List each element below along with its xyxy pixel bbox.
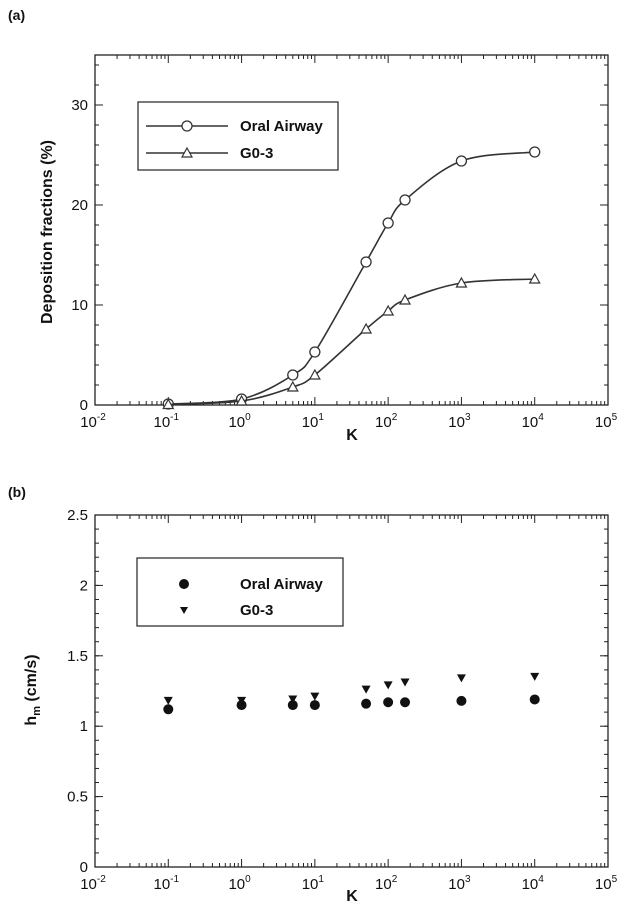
data-point-oral-airway <box>287 700 298 711</box>
panel-b-y-axis-title: hm (cm/s) <box>23 654 43 725</box>
panel-b-y-axis-subscript: m <box>31 706 43 716</box>
data-point-oral-airway <box>455 155 468 167</box>
panel-b-label: (b) <box>8 484 26 500</box>
panel-b-x-axis: 10-2 10-1 100 101 102 103 104 105 <box>80 515 618 893</box>
data-point-oral-airway <box>529 146 541 158</box>
legend-label-g0-3-b: G0-3 <box>240 602 273 619</box>
legend-marker-oral-airway-b <box>179 579 189 589</box>
x-tick-label: 103 <box>448 412 471 431</box>
y-tick-label: 2.5 <box>67 507 88 524</box>
panel-b-mass-transfer-chart: (b) 0 0.5 1 1.5 2 2.5 10-2 10-1 100 101 102 103 104… <box>8 484 618 904</box>
data-point-g0-3 <box>530 672 540 681</box>
y-tick-label: 0.5 <box>67 789 88 806</box>
panel-a-legend-box <box>137 101 339 171</box>
data-point-g0-3 <box>286 380 299 392</box>
panel-a-y-axis-title: Deposition fractions (%) <box>39 140 56 324</box>
data-point-g0-3 <box>310 692 320 701</box>
data-point-oral-airway <box>287 369 299 381</box>
data-point-g0-3 <box>400 678 410 687</box>
x-tick-label: 100 <box>228 874 251 893</box>
x-tick-label: 104 <box>522 874 545 893</box>
legend-marker-g0-3 <box>180 146 194 158</box>
series-line-oral-airway <box>168 151 535 405</box>
panel-b-y-axis: 0 0.5 1 1.5 2 2.5 <box>67 507 608 876</box>
data-point-g0-3 <box>237 696 247 705</box>
panel-a-x-axis-title: K <box>346 427 358 444</box>
data-point-oral-airway <box>529 694 540 705</box>
data-point-oral-airway <box>456 695 467 706</box>
data-point-g0-3 <box>162 398 175 410</box>
panel-b-legend: Oral Airway G0-3 <box>136 557 344 627</box>
x-tick-label: 101 <box>302 874 325 893</box>
panel-a-deposition-chart: (a) 0 10 20 30 10-2 10-1 100 101 102 103 104 105 K… <box>8 7 618 444</box>
legend-marker-g0-3-b <box>180 607 188 614</box>
data-point-g0-3 <box>399 293 412 305</box>
legend-label-g0-3: G0-3 <box>240 145 273 162</box>
data-point-oral-airway <box>399 194 411 206</box>
panel-a-y-axis: 0 10 20 30 <box>71 64 608 414</box>
panel-a-series <box>162 146 541 410</box>
x-tick-label: 104 <box>522 412 545 431</box>
data-point-oral-airway <box>361 698 372 709</box>
data-point-g0-3 <box>235 394 248 406</box>
series-line-g0-3 <box>168 278 535 406</box>
panel-b-y-axis-unit: (cm/s) <box>23 654 40 706</box>
panel-b-x-axis-title: K <box>346 888 358 904</box>
data-point-oral-airway <box>163 704 174 715</box>
data-point-g0-3 <box>382 304 395 316</box>
y-tick-label: 2 <box>80 577 88 594</box>
data-point-g0-3 <box>528 272 541 284</box>
x-tick-label: 102 <box>375 412 398 431</box>
data-point-oral-airway <box>360 256 372 268</box>
data-point-g0-3 <box>361 685 371 694</box>
data-point-g0-3 <box>288 695 298 704</box>
panel-a-plot-frame <box>94 54 609 406</box>
data-point-g0-3 <box>308 368 321 380</box>
panel-b-y-axis-symbol: h <box>23 716 40 726</box>
y-tick-label: 0 <box>80 859 88 876</box>
panel-b-plot-frame <box>94 514 609 868</box>
x-tick-label: 102 <box>375 874 398 893</box>
data-point-oral-airway <box>382 217 394 229</box>
x-tick-label: 105 <box>595 874 618 893</box>
x-tick-label: 10-2 <box>80 412 106 431</box>
data-point-oral-airway <box>400 697 411 708</box>
data-point-oral-airway <box>309 700 320 711</box>
y-tick-label: 1 <box>80 718 88 735</box>
y-tick-label: 20 <box>71 197 88 214</box>
data-point-oral-airway <box>236 700 247 711</box>
panel-b-legend-box <box>136 557 344 627</box>
data-point-g0-3 <box>360 322 373 334</box>
panel-a-legend: Oral Airway G0-3 <box>137 101 339 171</box>
legend-marker-oral-airway <box>181 120 193 132</box>
panel-a-label: (a) <box>8 7 25 23</box>
x-tick-label: 101 <box>302 412 325 431</box>
x-tick-label: 100 <box>228 412 251 431</box>
legend-label-oral-airway: Oral Airway <box>240 118 323 135</box>
data-point-oral-airway <box>383 697 394 708</box>
legend-label-oral-airway-b: Oral Airway <box>240 576 323 593</box>
y-tick-label: 1.5 <box>67 648 88 665</box>
data-point-g0-3 <box>383 681 393 690</box>
data-point-g0-3 <box>455 276 468 288</box>
data-point-oral-airway <box>309 346 321 358</box>
x-tick-label: 103 <box>448 874 471 893</box>
panel-a-x-axis: 10-2 10-1 100 101 102 103 104 105 <box>80 55 618 431</box>
x-tick-label: 105 <box>595 412 618 431</box>
y-tick-label: 30 <box>71 97 88 114</box>
y-tick-label: 10 <box>71 297 88 314</box>
x-tick-label: 10-2 <box>80 874 106 893</box>
x-tick-label: 10-1 <box>153 874 179 893</box>
panel-b-series <box>163 672 540 715</box>
data-point-g0-3 <box>163 696 173 705</box>
x-tick-label: 10-1 <box>153 412 179 431</box>
y-tick-label: 0 <box>80 397 88 414</box>
data-point-g0-3 <box>456 674 466 683</box>
